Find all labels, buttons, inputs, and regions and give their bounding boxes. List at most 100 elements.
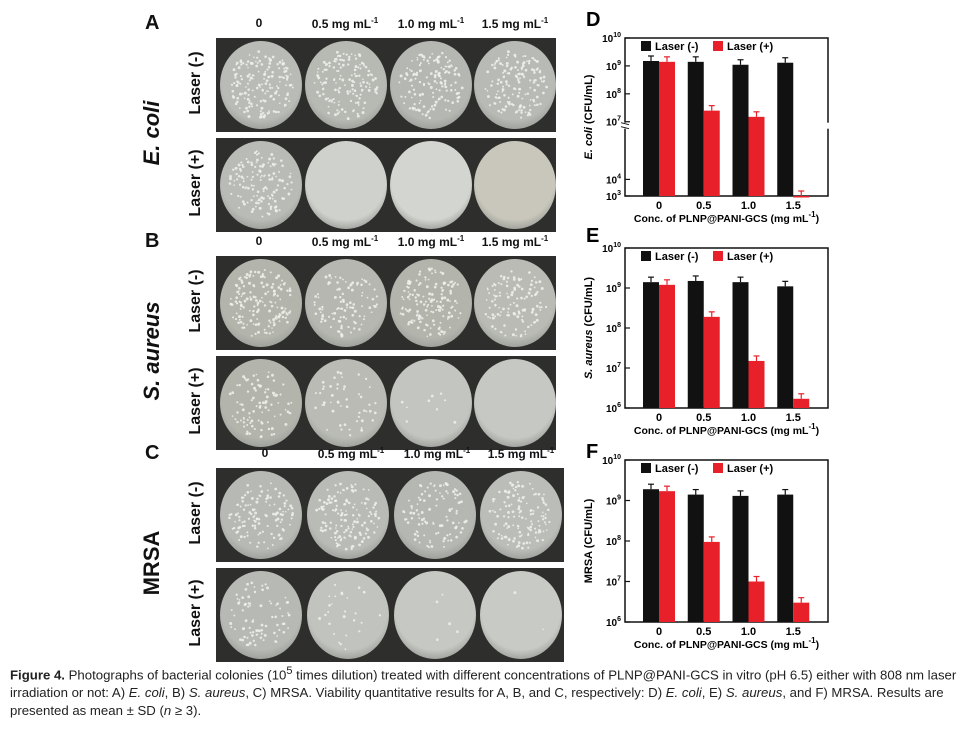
petri-plate	[394, 471, 476, 559]
y-tick-label: 109	[606, 60, 621, 73]
bar	[777, 62, 794, 197]
concentration-header: 0.5 mg mL-1	[311, 234, 379, 249]
y-tick-label: 1010	[602, 242, 621, 255]
legend-swatch	[713, 463, 723, 473]
concentration-header: 0	[261, 446, 269, 460]
y-tick-label: 107	[606, 576, 621, 589]
concentration-header: 1.0 mg mL-1	[397, 234, 465, 249]
x-axis-label: Conc. of PLNP@PANI-GCS (mg mL-1)	[634, 210, 819, 225]
y-tick-label: 108	[606, 322, 621, 335]
legend-label: Laser (+)	[727, 251, 773, 263]
petri-plate	[305, 259, 387, 347]
bar	[659, 61, 675, 196]
y-axis-label: S. aureus (CFU/mL)	[583, 277, 595, 379]
bar	[732, 64, 749, 196]
petri-plate	[474, 259, 556, 347]
petri-plate	[480, 471, 562, 559]
y-axis-label: MRSA (CFU/mL)	[583, 498, 595, 583]
petri-plate	[220, 471, 302, 559]
axis-break-mark	[620, 122, 630, 126]
panel-letter-a: A	[145, 12, 160, 34]
bar	[643, 489, 659, 622]
bar	[777, 494, 794, 622]
y-tick-label: 107	[606, 116, 621, 129]
bar	[793, 196, 810, 198]
bar	[643, 60, 659, 196]
legend-swatch	[641, 463, 651, 473]
petri-plate	[390, 259, 472, 347]
petri-plate	[474, 141, 556, 229]
concentration-header: 1.5 mg mL-1	[481, 16, 549, 31]
legend-label: Laser (-)	[655, 251, 699, 263]
petri-plate	[220, 359, 302, 447]
concentration-header: 1.0 mg mL-1	[397, 16, 465, 31]
concentration-header: 0	[255, 234, 263, 248]
petri-plate	[474, 359, 556, 447]
bar	[703, 110, 720, 196]
legend-label: Laser (+)	[727, 41, 773, 53]
petri-plate	[305, 359, 387, 447]
legend-label: Laser (+)	[727, 463, 773, 475]
bar	[659, 284, 675, 408]
caption-label: Figure 4.	[10, 667, 65, 683]
chart-letter: D	[586, 9, 600, 31]
y-tick-label: 109	[606, 282, 621, 295]
charts-area: D 103 104 107 108 109 1010 0 0.5 1.0 1.5 Laser (-) L…	[583, 9, 831, 651]
bar	[732, 495, 749, 622]
x-tick-label: 0.5	[696, 200, 711, 212]
y-axis-label: E. coli (CFU/mL)	[583, 74, 595, 159]
axis-break-gap	[622, 122, 831, 129]
bar	[643, 282, 659, 408]
concentration-header: 1.5 mg mL-1	[481, 234, 549, 249]
petri-plate	[390, 141, 472, 229]
petri-plate	[474, 41, 556, 129]
chart-frame	[624, 37, 829, 197]
figure-caption: Figure 4. Photographs of bacterial colon…	[10, 665, 957, 719]
legend-swatch	[713, 251, 723, 261]
bar	[748, 116, 765, 196]
bar	[748, 360, 765, 408]
y-tick-label: 1010	[602, 32, 621, 45]
petri-plate	[220, 259, 302, 347]
petri-plate	[220, 571, 302, 659]
chart-letter: E	[586, 225, 599, 247]
panel-letter-c: C	[145, 442, 160, 464]
panel-letter-b: B	[145, 230, 160, 252]
petri-plate	[394, 571, 476, 659]
x-tick-label: 1.0	[741, 626, 756, 638]
petri-plate	[480, 571, 562, 659]
axis-break-mark	[620, 126, 630, 130]
y-tick-label: 104	[606, 173, 621, 186]
y-tick-label: 107	[606, 362, 621, 375]
petri-plate	[307, 571, 389, 659]
x-tick-label: 1.5	[786, 412, 801, 424]
petri-plate	[305, 141, 387, 229]
bar	[687, 61, 704, 196]
x-tick-label: 0	[656, 626, 662, 638]
x-tick-label: 1.0	[741, 412, 756, 424]
concentration-header: 0.5 mg mL-1	[317, 446, 385, 461]
bar	[687, 280, 704, 408]
petri-plate	[220, 41, 302, 129]
petri-plate	[220, 141, 302, 229]
y-tick-label: 103	[606, 190, 621, 203]
y-tick-label: 108	[606, 88, 621, 101]
bar	[703, 541, 720, 622]
concentration-header: 0	[255, 16, 263, 30]
bar	[687, 494, 704, 622]
y-tick-label: 1010	[602, 454, 621, 467]
x-tick-label: 0	[656, 412, 662, 424]
bar	[748, 581, 765, 622]
legend-label: Laser (-)	[655, 463, 699, 475]
petri-plate	[390, 41, 472, 129]
petri-plate	[390, 359, 472, 447]
petri-plate	[305, 41, 387, 129]
y-tick-label: 109	[606, 495, 621, 508]
bar	[703, 316, 720, 408]
x-axis-label: Conc. of PLNP@PANI-GCS (mg mL-1)	[634, 636, 819, 651]
y-tick-label: 106	[606, 402, 621, 415]
concentration-header: 0.5 mg mL-1	[311, 16, 379, 31]
x-tick-label: 0.5	[696, 412, 711, 424]
y-tick-label: 108	[606, 535, 621, 548]
y-tick-label: 106	[606, 616, 621, 629]
